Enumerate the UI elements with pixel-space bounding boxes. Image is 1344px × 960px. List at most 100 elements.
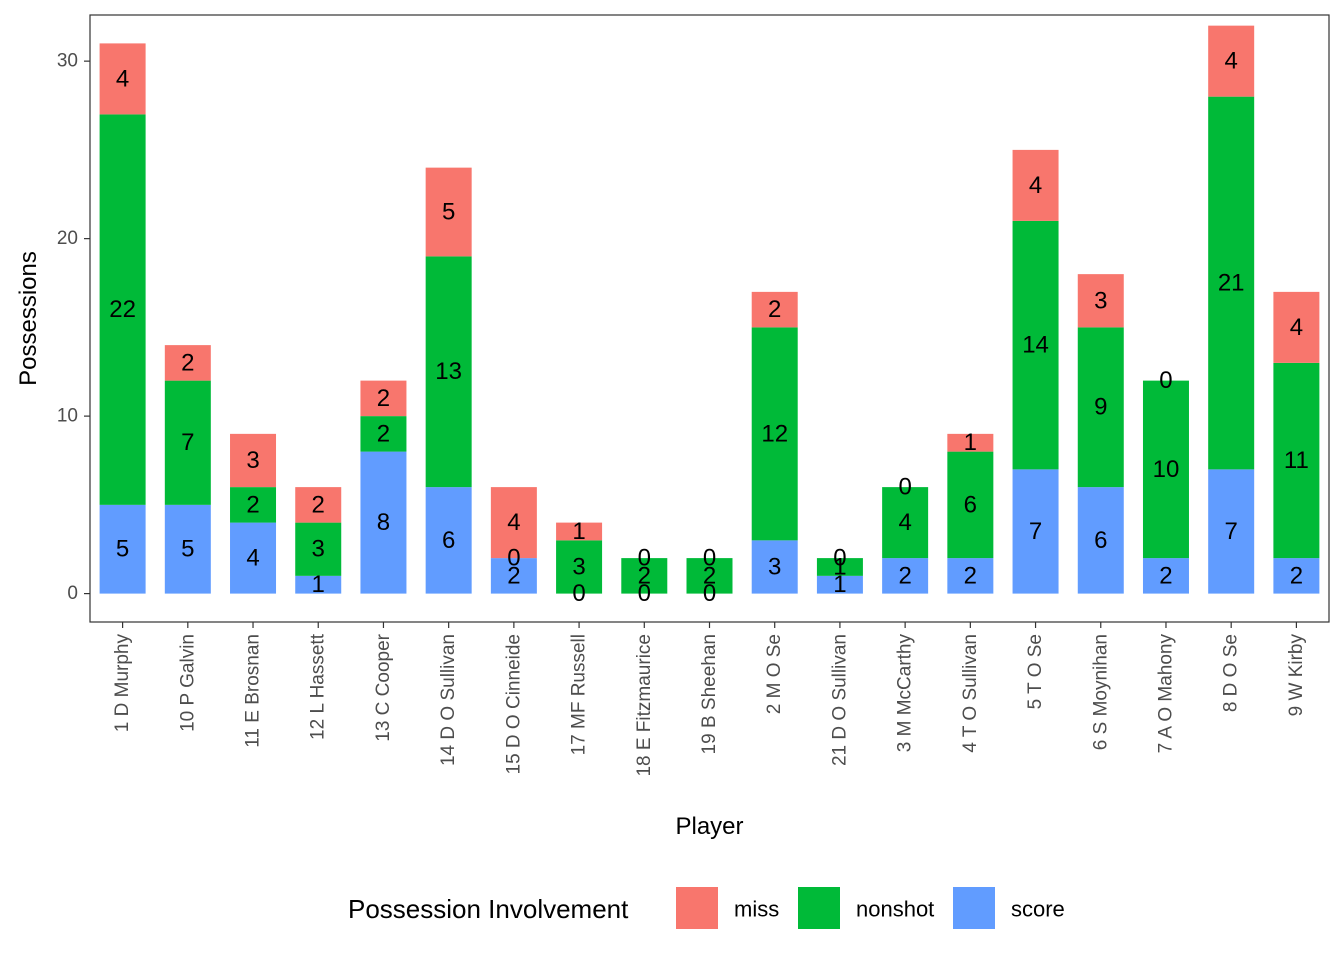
bar-score-15-d-o-cinneide	[490, 558, 537, 594]
bar-miss-9-w-kirby	[1273, 291, 1320, 363]
bars-layer	[99, 25, 1320, 594]
bar-score-6-s-moynihan	[1077, 487, 1124, 594]
bar-label-miss-2-m-o-se: 2	[768, 296, 781, 323]
bar-nonshot-21-d-o-sullivan	[816, 558, 863, 576]
bar-score-3-m-mccarthy	[882, 558, 929, 594]
bar-nonshot-12-l-hassett	[295, 522, 342, 576]
legend-title: Possession Involvement	[348, 894, 629, 924]
bar-label-nonshot-21-d-o-sullivan: 1	[833, 553, 846, 580]
bar-nonshot-6-s-moynihan	[1077, 327, 1124, 488]
bar-label-nonshot-18-e-fitzmaurice: 2	[638, 562, 651, 589]
bar-label-score-14-d-o-sullivan: 6	[442, 527, 455, 554]
bar-miss-17-mf-russell	[556, 522, 603, 541]
legend-key-score	[953, 887, 995, 929]
x-tick-label-13-c-cooper: 13 C Cooper	[373, 633, 394, 741]
bar-label-miss-9-w-kirby: 4	[1290, 314, 1303, 341]
bar-nonshot-9-w-kirby	[1273, 362, 1320, 559]
x-tick-label-9-w-kirby: 9 W Kirby	[1286, 634, 1307, 717]
bar-nonshot-11-e-brosnan	[230, 487, 277, 523]
bar-label-score-4-t-o-sullivan: 2	[964, 562, 977, 589]
bar-label-nonshot-19-b-sheehan: 2	[703, 562, 716, 589]
bar-label-nonshot-11-e-brosnan: 2	[246, 491, 259, 518]
bar-label-score-17-mf-russell: 0	[572, 580, 585, 607]
bar-label-score-11-e-brosnan: 4	[246, 545, 259, 572]
x-tick-label-7-a-o-mahony: 7 A O Mahony	[1155, 634, 1176, 754]
bar-label-nonshot-13-c-cooper: 2	[377, 420, 390, 447]
y-tick-label: 0	[67, 583, 78, 604]
bar-score-21-d-o-sullivan	[816, 575, 863, 594]
bar-label-score-2-m-o-se: 3	[768, 553, 781, 580]
bar-score-5-t-o-se	[1012, 469, 1059, 594]
bar-label-score-8-d-o-se: 7	[1225, 518, 1238, 545]
bar-miss-6-s-moynihan	[1077, 274, 1124, 328]
bar-label-score-5-t-o-se: 7	[1029, 518, 1042, 545]
bar-label-nonshot-10-p-galvin: 7	[181, 429, 194, 456]
bar-label-score-7-a-o-mahony: 2	[1159, 562, 1172, 589]
bar-miss-12-l-hassett	[295, 487, 342, 523]
bar-label-nonshot-1-d-murphy: 22	[109, 296, 136, 323]
bar-label-nonshot-4-t-o-sullivan: 6	[964, 491, 977, 518]
bar-nonshot-10-p-galvin	[164, 380, 211, 505]
bar-score-11-e-brosnan	[230, 522, 277, 594]
bar-label-miss-12-l-hassett: 2	[312, 491, 325, 518]
x-tick-label-6-s-moynihan: 6 S Moynihan	[1090, 634, 1111, 750]
bar-miss-11-e-brosnan	[230, 433, 277, 488]
bar-label-miss-4-t-o-sullivan: 1	[964, 429, 977, 456]
bar-miss-4-t-o-sullivan	[947, 433, 994, 452]
bar-nonshot-2-m-o-se	[751, 327, 798, 541]
bar-label-miss-6-s-moynihan: 3	[1094, 287, 1107, 314]
bar-label-miss-7-a-o-mahony: 0	[1159, 367, 1172, 394]
y-axis: 0 10 20 30	[57, 51, 90, 604]
bar-nonshot-17-mf-russell	[556, 540, 603, 594]
bar-nonshot-13-c-cooper	[360, 416, 407, 452]
bar-label-nonshot-2-m-o-se: 12	[761, 420, 788, 447]
y-tick-label: 10	[57, 406, 78, 427]
x-tick-label-18-e-fitzmaurice: 18 E Fitzmaurice	[634, 634, 655, 777]
bar-label-nonshot-3-m-mccarthy: 4	[898, 509, 911, 536]
bar-label-miss-15-d-o-cinneide: 4	[507, 509, 520, 536]
bar-label-miss-17-mf-russell: 1	[572, 518, 585, 545]
bar-label-score-12-l-hassett: 1	[312, 571, 325, 598]
bar-miss-8-d-o-se	[1208, 25, 1255, 97]
bar-score-4-t-o-sullivan	[947, 558, 994, 594]
legend-key-nonshot	[798, 887, 840, 929]
x-tick-label-2-m-o-se: 2 M O Se	[764, 634, 785, 714]
x-tick-label-11-e-brosnan: 11 E Brosnan	[243, 634, 264, 748]
bar-score-2-m-o-se	[751, 540, 798, 594]
x-tick-label-17-mf-russell: 17 MF Russell	[569, 634, 590, 755]
bar-label-nonshot-12-l-hassett: 3	[312, 536, 325, 563]
y-axis-title: Possessions	[15, 251, 42, 386]
bar-label-miss-8-d-o-se: 4	[1225, 48, 1238, 75]
x-tick-label-21-d-o-sullivan: 21 D O Sullivan	[829, 634, 850, 766]
bar-miss-10-p-galvin	[164, 345, 211, 381]
bar-nonshot-7-a-o-mahony	[1142, 380, 1189, 559]
bar-label-score-9-w-kirby: 2	[1290, 562, 1303, 589]
bar-label-miss-5-t-o-se: 4	[1029, 172, 1042, 199]
bar-label-nonshot-15-d-o-cinneide: 0	[507, 545, 520, 572]
bar-miss-13-c-cooper	[360, 380, 407, 417]
bar-label-score-15-d-o-cinneide: 2	[507, 562, 520, 589]
bar-label-score-21-d-o-sullivan: 1	[833, 571, 846, 598]
bar-label-score-3-m-mccarthy: 2	[898, 562, 911, 589]
bar-label-miss-14-d-o-sullivan: 5	[442, 199, 455, 226]
x-tick-label-10-p-galvin: 10 P Galvin	[177, 634, 198, 732]
x-axis: 1 D Murphy 10 P Galvin 11 E Brosnan 12 L Ha…	[112, 622, 1307, 777]
legend-key-miss	[676, 887, 718, 929]
bar-label-miss-18-e-fitzmaurice: 0	[638, 545, 651, 572]
bar-nonshot-4-t-o-sullivan	[947, 451, 994, 559]
bar-label-nonshot-5-t-o-se: 14	[1022, 332, 1049, 359]
x-tick-label-19-b-sheehan: 19 B Sheehan	[699, 634, 720, 754]
bar-label-nonshot-14-d-o-sullivan: 13	[435, 358, 462, 385]
bar-nonshot-3-m-mccarthy	[882, 487, 929, 559]
y-tick-label: 20	[57, 228, 78, 249]
legend-label-score: score	[1011, 897, 1065, 922]
bar-nonshot-5-t-o-se	[1012, 220, 1059, 470]
bar-nonshot-1-d-murphy	[99, 114, 146, 505]
legend: Possession Involvement miss nonshot score	[348, 887, 1065, 929]
x-tick-label-4-t-o-sullivan: 4 T O Sullivan	[960, 634, 981, 753]
bar-label-score-1-d-murphy: 5	[116, 536, 129, 563]
bar-score-10-p-galvin	[164, 504, 211, 594]
bar-label-nonshot-7-a-o-mahony: 10	[1153, 456, 1180, 483]
y-tick-label: 30	[57, 51, 78, 72]
